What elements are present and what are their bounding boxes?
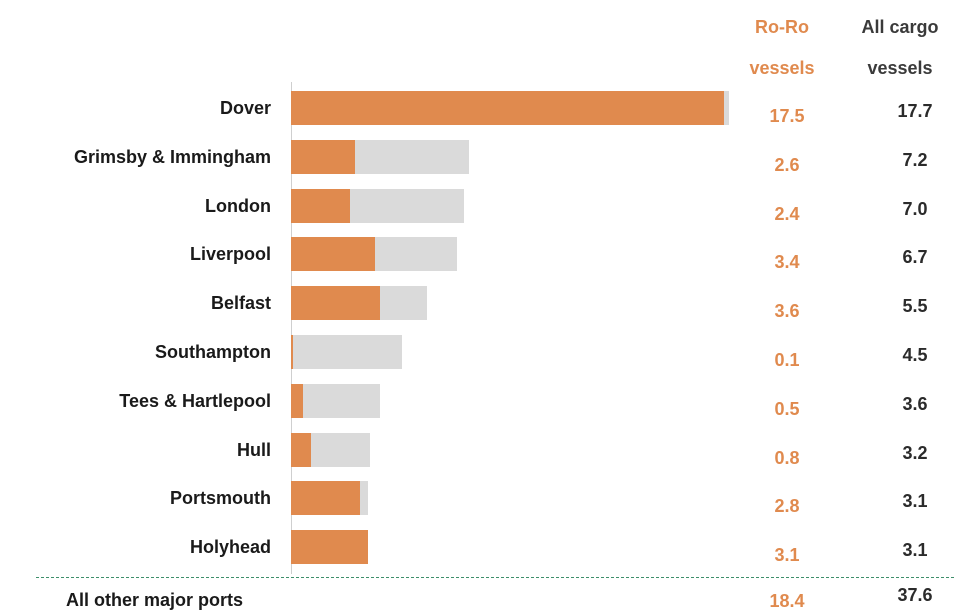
header-all-cargo: All cargo	[861, 17, 939, 37]
category-label: Dover	[219, 98, 271, 118]
other-ports-roro-value: 18.4	[769, 591, 805, 611]
value-all-cargo: 17.7	[897, 101, 933, 121]
header-roro: Ro-Ro	[755, 17, 809, 37]
bar-all-cargo	[291, 335, 403, 369]
value-roro: 3.1	[774, 545, 800, 566]
value-all-cargo: 3.2	[902, 442, 928, 463]
bar-roro	[291, 530, 368, 565]
bar-roro	[291, 188, 351, 223]
bar-all-cargo	[291, 383, 381, 418]
category-label: Belfast	[210, 293, 271, 314]
value-roro: 0.8	[774, 447, 800, 468]
bar-roro	[291, 432, 311, 467]
bar-roro	[291, 286, 381, 321]
value-roro: 2.6	[774, 154, 800, 175]
separator-line	[36, 577, 954, 578]
value-all-cargo: 5.5	[902, 296, 928, 317]
value-roro: 0.5	[774, 398, 800, 419]
category-label: Liverpool	[189, 244, 271, 265]
value-all-cargo: 3.6	[902, 393, 928, 414]
category-axis-line	[291, 82, 292, 574]
value-roro: 3.4	[774, 252, 800, 273]
bar-roro	[291, 237, 376, 272]
bar-roro	[291, 139, 356, 174]
category-label: Portsmouth	[170, 488, 271, 509]
value-all-cargo: 3.1	[902, 540, 928, 561]
header-all-cargo-line2: vessels	[867, 58, 933, 78]
value-roro: 17.5	[769, 106, 805, 126]
value-all-cargo: 7.2	[902, 149, 928, 170]
value-all-cargo: 4.5	[902, 345, 928, 365]
category-label: Southampton	[155, 342, 271, 362]
header-roro-line2: vessels	[749, 58, 815, 78]
category-label: Grimsby & Immingham	[73, 146, 271, 167]
bar-roro	[291, 481, 361, 516]
category-label: Hull	[237, 439, 271, 460]
category-label: Holyhead	[189, 537, 271, 558]
value-all-cargo: 6.7	[902, 247, 928, 268]
value-roro: 3.6	[774, 301, 800, 322]
category-label: London	[205, 195, 271, 216]
bar-roro	[291, 335, 294, 369]
value-all-cargo: 7.0	[902, 198, 928, 219]
value-all-cargo: 3.1	[902, 491, 928, 512]
value-roro: 0.1	[774, 350, 800, 370]
category-label: Tees & Hartlepool	[119, 390, 271, 411]
other-ports-label: All other major ports	[66, 590, 244, 610]
value-roro: 2.8	[774, 496, 800, 517]
value-roro: 2.4	[774, 203, 800, 224]
bar-roro	[291, 91, 725, 125]
bar-roro	[291, 383, 304, 418]
other-ports-all-value: 37.6	[897, 585, 933, 605]
